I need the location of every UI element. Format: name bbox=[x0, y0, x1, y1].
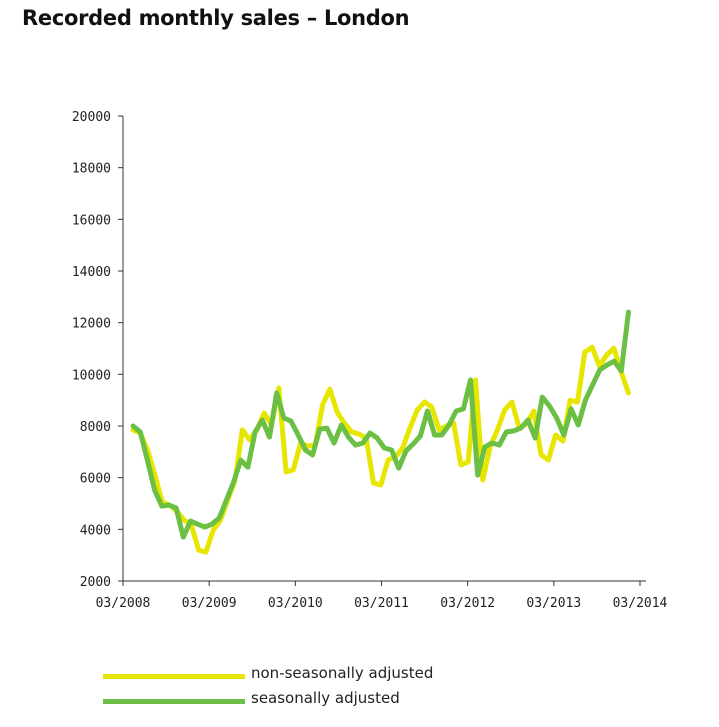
y-tick-label: 2000 bbox=[80, 575, 111, 590]
legend-swatch-non-seasonal bbox=[103, 674, 245, 679]
chart-title: Recorded monthly sales – London bbox=[22, 6, 410, 30]
series-line-seasonal bbox=[130, 309, 631, 540]
y-tick-label: 18000 bbox=[72, 162, 111, 177]
y-tick-label: 16000 bbox=[72, 213, 111, 228]
y-tick-label: 4000 bbox=[80, 523, 111, 538]
x-tick-label: 03/2014 bbox=[613, 596, 668, 611]
x-tick-label: 03/2010 bbox=[268, 596, 323, 611]
y-tick-label: 14000 bbox=[72, 265, 111, 280]
x-tick-label: 03/2011 bbox=[354, 596, 409, 611]
y-tick-label: 20000 bbox=[72, 110, 111, 125]
legend-label-non-seasonal: non-seasonally adjusted bbox=[251, 664, 434, 682]
y-tick-label: 10000 bbox=[72, 368, 111, 383]
series-line-non-seasonal bbox=[130, 344, 631, 555]
x-tick-label: 03/2012 bbox=[440, 596, 495, 611]
y-tick-label: 6000 bbox=[80, 472, 111, 487]
legend-swatch-seasonal bbox=[103, 699, 245, 704]
legend-label-seasonal: seasonally adjusted bbox=[251, 689, 400, 707]
y-tick-label: 8000 bbox=[80, 420, 111, 435]
x-tick-label: 03/2013 bbox=[526, 596, 581, 611]
x-tick-label: 03/2009 bbox=[182, 596, 237, 611]
y-tick-label: 12000 bbox=[72, 317, 111, 332]
x-tick-label: 03/2008 bbox=[96, 596, 151, 611]
